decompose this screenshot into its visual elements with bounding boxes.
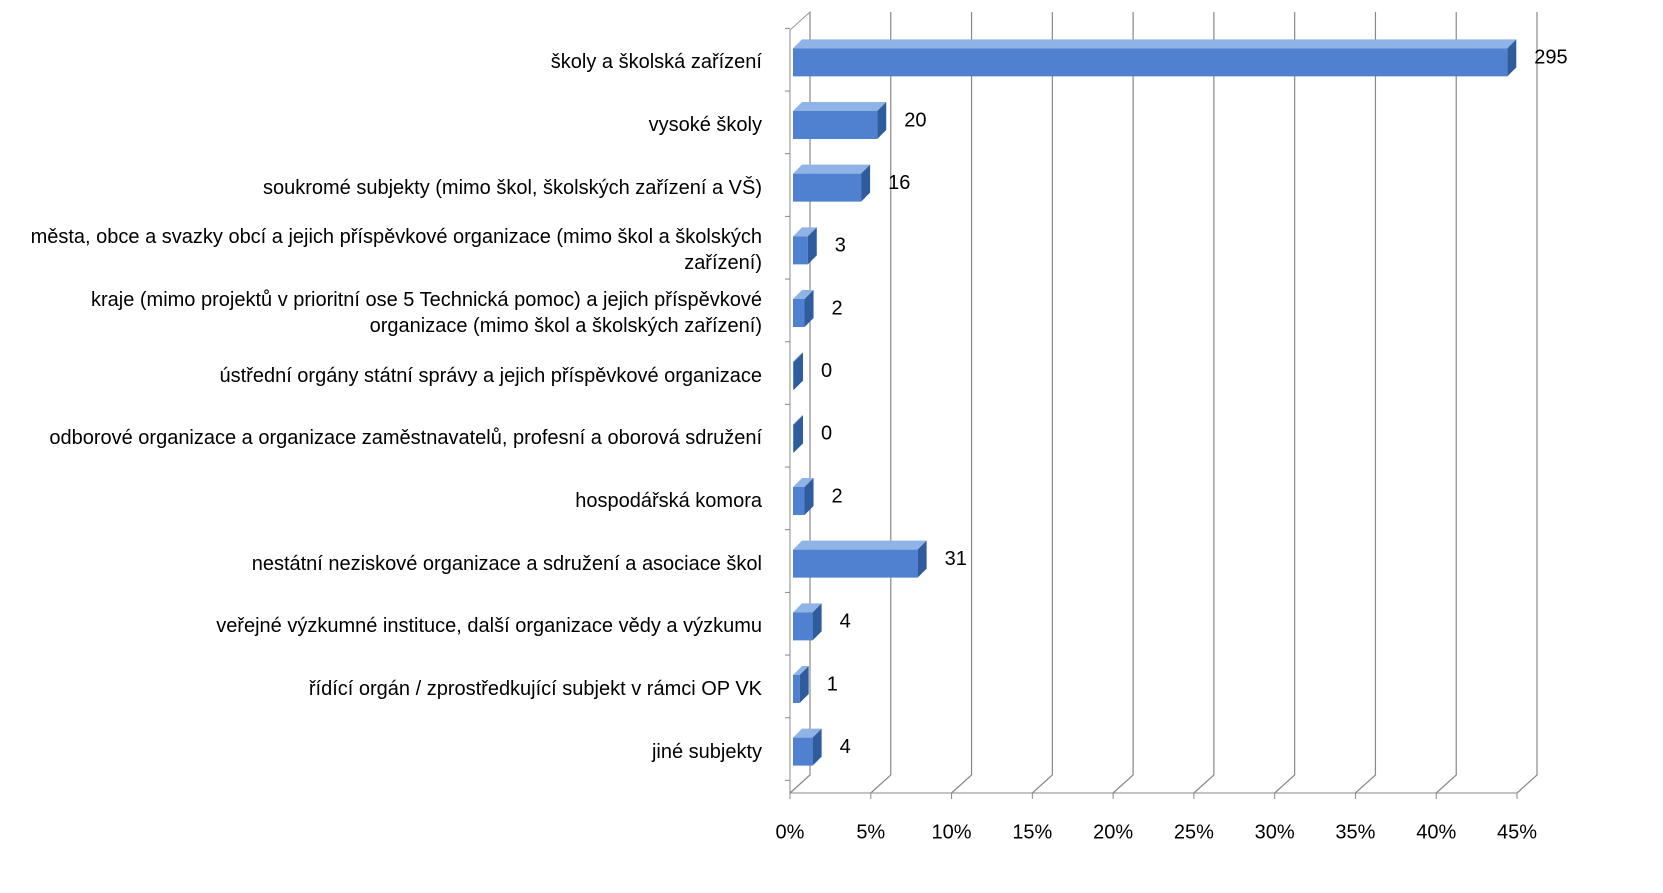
- x-tick-label: 10%: [932, 821, 972, 843]
- grid-line: [870, 12, 892, 794]
- bar: [793, 227, 817, 265]
- y-tick-label: odborové organizace a organizace zaměstn…: [49, 427, 762, 450]
- bar-top: [793, 666, 809, 675]
- grid-line: [951, 12, 973, 794]
- bar-front: [793, 424, 794, 453]
- x-tick-label: 5%: [856, 821, 885, 843]
- bar-side: [799, 666, 809, 703]
- data-label: 16: [888, 172, 910, 194]
- y-tick-label: vysoké školy: [648, 114, 762, 136]
- data-label: 2: [832, 297, 843, 319]
- grid-line: [789, 12, 811, 794]
- bar-front: [793, 299, 805, 327]
- bar-front: [793, 173, 862, 202]
- bar-front: [793, 612, 813, 641]
- bar: [793, 290, 814, 327]
- bar-top: [793, 39, 1517, 49]
- bar-top: [793, 603, 822, 613]
- y-tick-label: veřejné výzkumné instituce, další organi…: [216, 615, 762, 638]
- y-tick-label: soukromé subjekty (mimo škol, školských …: [262, 176, 762, 199]
- data-label: 31: [945, 548, 967, 570]
- data-label: 0: [821, 360, 832, 382]
- grid-line: [1193, 12, 1215, 794]
- bar-front: [793, 236, 808, 265]
- bar-front: [793, 737, 813, 766]
- bar-front: [793, 361, 794, 390]
- bar-top: [793, 728, 822, 738]
- bar: [793, 728, 822, 766]
- bar: [793, 603, 822, 641]
- bar-side: [812, 603, 822, 641]
- bar: [793, 39, 1517, 77]
- bar-side: [804, 478, 814, 515]
- x-tick-label: 0%: [776, 821, 805, 843]
- bar-top: [793, 227, 817, 237]
- y-tick-label: hospodářská komora: [575, 490, 762, 512]
- bar-side: [794, 352, 803, 390]
- grid-line: [1274, 12, 1296, 794]
- bar-side: [917, 540, 927, 578]
- y-tick-label: řídící orgán / zprostředkující subjekt v…: [308, 678, 762, 700]
- x-tick-label: 20%: [1093, 821, 1133, 843]
- bar-top: [793, 478, 814, 487]
- y-tick-label: ústřední orgány státní správy a jejich p…: [219, 364, 762, 387]
- bar-top: [793, 540, 927, 550]
- grid-line: [1031, 12, 1053, 794]
- y-tick-label: školy a školská zařízení: [550, 51, 762, 74]
- bar-front: [793, 675, 800, 703]
- data-label: 0: [821, 423, 832, 445]
- bar: [793, 352, 803, 390]
- bar: [793, 415, 803, 453]
- bar-top: [793, 290, 814, 299]
- y-tick-label: jiné subjekty: [651, 740, 762, 763]
- x-tick-label: 35%: [1335, 821, 1375, 843]
- y-tick-label: kraje (mimo projektů v prioritní ose 5 T…: [90, 289, 762, 337]
- bar-top: [793, 164, 871, 174]
- bar-side: [1507, 39, 1517, 77]
- bar-top: [793, 352, 803, 362]
- bar-front: [793, 549, 918, 578]
- data-label: 4: [840, 611, 851, 633]
- grid-line: [1355, 12, 1377, 794]
- data-label: 3: [835, 235, 846, 257]
- bar-top: [793, 102, 887, 111]
- x-tick-label: 25%: [1174, 821, 1214, 843]
- bar-front: [793, 48, 1508, 77]
- bar-side: [877, 102, 887, 139]
- grid-line: [1516, 12, 1538, 794]
- bar-front: [793, 111, 878, 139]
- bar-side: [812, 728, 822, 766]
- x-tick-label: 15%: [1012, 821, 1052, 843]
- bar-side: [861, 164, 871, 202]
- data-label: 4: [840, 736, 851, 758]
- data-label: 295: [1534, 47, 1567, 69]
- x-tick-label: 45%: [1497, 821, 1537, 843]
- bar-side: [807, 227, 817, 265]
- bar: [793, 478, 814, 515]
- data-label: 20: [904, 109, 926, 131]
- y-tick-label: nestátní neziskové organizace a sdružení…: [251, 552, 762, 575]
- grid-line: [1112, 12, 1134, 794]
- bar: [793, 540, 927, 578]
- grid-line: [1435, 12, 1457, 794]
- bar-front: [793, 487, 805, 515]
- data-label: 2: [832, 485, 843, 507]
- bar-top: [793, 415, 803, 425]
- bar: [793, 102, 887, 139]
- y-tick-label: města, obce a svazky obcí a jejich přísp…: [30, 226, 762, 275]
- bar-side: [804, 290, 814, 327]
- x-tick-label: 30%: [1255, 821, 1295, 843]
- bar-side: [794, 415, 803, 453]
- bar: [793, 666, 809, 703]
- data-label: 1: [827, 673, 838, 695]
- x-tick-label: 40%: [1416, 821, 1456, 843]
- bar: [793, 164, 871, 202]
